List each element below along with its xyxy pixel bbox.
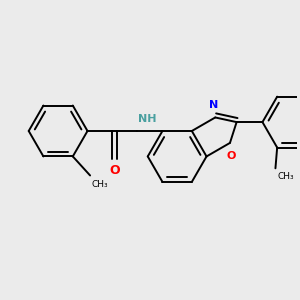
Text: O: O: [110, 164, 120, 177]
Text: CH₃: CH₃: [277, 172, 294, 182]
Text: O: O: [227, 151, 236, 160]
Text: NH: NH: [138, 114, 157, 124]
Text: N: N: [209, 100, 218, 110]
Text: CH₃: CH₃: [92, 180, 108, 189]
